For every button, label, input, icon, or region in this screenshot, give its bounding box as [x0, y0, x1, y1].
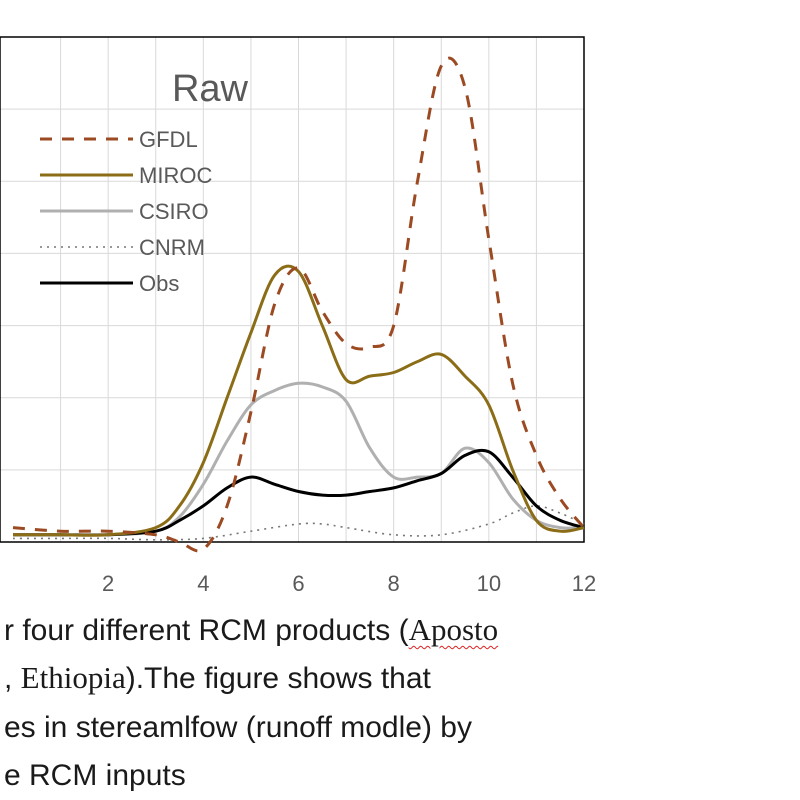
line-chart: Raw GFDL MIROC CSIRO CNRM Obs 2 4 6 8 10 12: [0, 36, 596, 596]
caption-location: Ethiopia: [20, 660, 126, 695]
caption-citation-author: Aposto: [408, 612, 499, 647]
caption-line-2: , Ethiopia).The figure shows that: [4, 660, 431, 697]
chart-grid: [0, 37, 584, 542]
chart-legend: GFDL MIROC CSIRO CNRM Obs: [40, 127, 212, 296]
caption-line-1-text: r four different RCM products (: [4, 614, 409, 647]
x-tick-label: 8: [388, 571, 400, 596]
caption-line-3: es in stereamlfow (runoff modle) by: [4, 711, 472, 744]
legend-label-miroc: MIROC: [139, 163, 212, 188]
series-line-miroc: [13, 264, 585, 537]
chart-title: Raw: [172, 68, 249, 110]
legend-label-csiro: CSIRO: [139, 199, 209, 224]
caption-line-2-text-a: ,: [4, 662, 21, 695]
caption-line-4: e RCM inputs: [4, 759, 186, 792]
caption-line-1: r four different RCM products (Aposto: [4, 612, 498, 649]
legend-label-obs: Obs: [139, 271, 179, 296]
legend-label-cnrm: CNRM: [139, 235, 205, 260]
x-axis-tick-labels: 2 4 6 8 10 12: [102, 571, 596, 596]
x-tick-label: 2: [102, 571, 114, 596]
legend-label-gfdl: GFDL: [139, 127, 198, 152]
series-line-obs: [13, 448, 585, 537]
x-tick-label: 4: [197, 571, 209, 596]
plot-area-border: [0, 36, 585, 543]
caption-line-2-text-b: ).The figure shows that: [125, 662, 431, 695]
x-tick-label: 10: [477, 571, 501, 596]
series-layer: [12, 56, 586, 553]
x-tick-label: 12: [572, 571, 596, 596]
x-tick-label: 6: [292, 571, 304, 596]
series-line-cnrm: [13, 505, 585, 541]
